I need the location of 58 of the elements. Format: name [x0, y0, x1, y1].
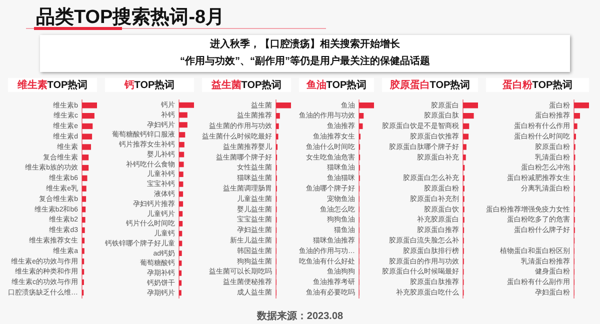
bar [463, 154, 466, 160]
bar [82, 144, 91, 150]
bar [82, 238, 85, 244]
bar [463, 112, 474, 119]
bar [82, 216, 86, 223]
bar [82, 154, 89, 160]
bar [179, 152, 184, 158]
bar [82, 196, 86, 202]
bar [463, 123, 470, 130]
chart-title: 钙TOP热词 [105, 78, 194, 92]
bar [179, 102, 194, 108]
bar [359, 112, 364, 119]
bar [82, 206, 86, 212]
bar [574, 112, 580, 119]
bar [179, 142, 184, 148]
chart-title: 鱼油TOP热词 [299, 78, 374, 92]
bar [82, 102, 97, 108]
bar [82, 186, 86, 192]
bar [463, 102, 478, 108]
bar [359, 102, 374, 108]
bar [179, 250, 182, 256]
text: “作用与功效”、“副作用”等仍是用户最关注的保健品话题 [179, 54, 431, 69]
text: 进入秋季，【口腔溃疡】相关搜索开始增长 [208, 37, 401, 52]
bar [82, 164, 89, 171]
bar [179, 181, 184, 187]
bar [359, 123, 363, 130]
bar [82, 123, 93, 130]
bar [179, 220, 183, 226]
source-note: 数据来源：2023.08 [256, 310, 344, 323]
bar [179, 201, 184, 207]
bar [82, 112, 94, 119]
bar [179, 172, 184, 178]
bar [276, 123, 279, 130]
bar [276, 112, 280, 119]
chart-title: 益生菌TOP热词 [202, 78, 291, 92]
bar [574, 102, 589, 108]
bar [179, 191, 184, 197]
bar [574, 123, 578, 130]
bar [179, 240, 182, 246]
bar [179, 270, 182, 276]
bar [179, 122, 188, 128]
chart-title: 维生素TOP热词 [8, 78, 97, 92]
bar [463, 134, 469, 140]
bar [179, 230, 182, 236]
text: 品类TOP搜索热词-8月 [36, 6, 225, 30]
bar [179, 162, 184, 168]
bar [463, 144, 466, 150]
bar [82, 134, 92, 140]
bar [179, 112, 188, 118]
chart-title: 蛋白粉TOP热词 [486, 78, 589, 92]
bar [82, 227, 85, 234]
chart-title: 胶原蛋白TOP热词 [382, 78, 478, 92]
bar [179, 260, 182, 266]
bar [179, 280, 182, 286]
bar [82, 175, 88, 182]
bar [179, 132, 186, 138]
bar [276, 102, 291, 108]
bar [179, 211, 183, 217]
